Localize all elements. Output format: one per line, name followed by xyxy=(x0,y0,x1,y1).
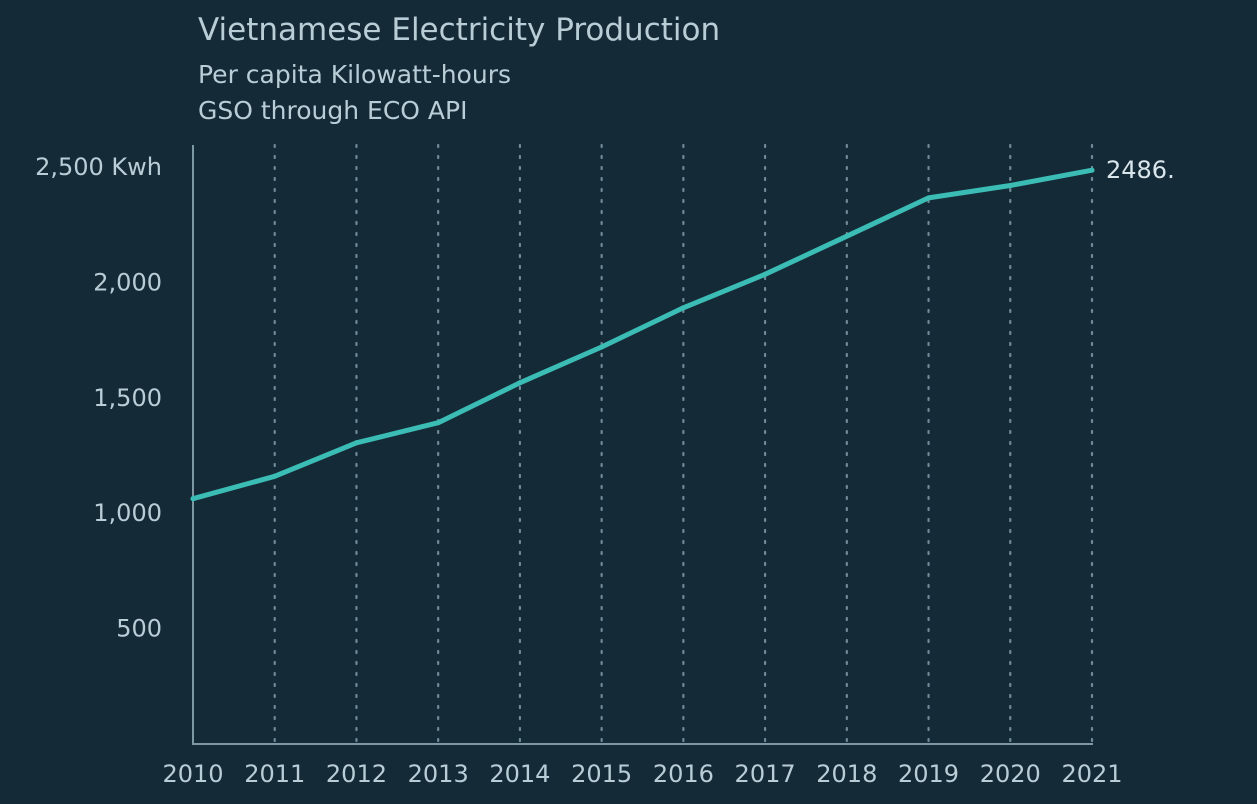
axes xyxy=(192,145,1093,745)
vertical-grid xyxy=(273,143,1094,746)
x-tick-label: 2015 xyxy=(571,760,632,788)
data-point-2013 xyxy=(435,420,441,426)
x-tick-label: 2013 xyxy=(408,760,469,788)
data-point-2017 xyxy=(762,271,768,277)
end-value-label: 2486. xyxy=(1106,156,1175,184)
data-point-2015 xyxy=(599,344,605,350)
data-point-2018 xyxy=(844,233,850,239)
chart-source: GSO through ECO API xyxy=(198,96,468,125)
data-point-2011 xyxy=(272,473,278,479)
data-point-2010 xyxy=(190,496,196,502)
x-tick-label: 2020 xyxy=(980,760,1041,788)
x-tick-label: 2019 xyxy=(898,760,959,788)
data-point-2019 xyxy=(926,195,932,201)
y-tick-label: 2,000 xyxy=(93,268,162,296)
annotation-layer: 2486. xyxy=(1106,156,1175,184)
x-tick-label: 2014 xyxy=(489,760,550,788)
x-tick-label: 2010 xyxy=(162,760,223,788)
y-tick-labels: 500 1,000 1,500 2,000 2,500 Kwh xyxy=(35,153,162,643)
x-tick-label: 2018 xyxy=(816,760,877,788)
x-tick-label: 2021 xyxy=(1061,760,1122,788)
chart-subtitle: Per capita Kilowatt-hours xyxy=(198,60,512,89)
x-tick-label: 2016 xyxy=(653,760,714,788)
x-tick-label: 2012 xyxy=(326,760,387,788)
y-tick-label: 500 xyxy=(116,615,162,643)
y-tick-label: 2,500 Kwh xyxy=(35,153,162,181)
x-tick-label: 2011 xyxy=(244,760,305,788)
chart-title: Vietnamese Electricity Production xyxy=(198,12,721,48)
data-point-2014 xyxy=(517,380,523,386)
data-point-2016 xyxy=(680,305,686,311)
data-point-2020 xyxy=(1007,182,1013,188)
data-point-2012 xyxy=(353,440,359,446)
x-tick-label: 2017 xyxy=(735,760,796,788)
series-line xyxy=(190,167,1095,502)
x-tick-labels: 2010 2011 2012 2013 2014 2015 2016 2017 2018 2019… xyxy=(162,760,1122,788)
data-point-2021 xyxy=(1089,167,1095,173)
series-layer xyxy=(190,167,1095,502)
y-tick-label: 1,500 xyxy=(93,384,162,412)
y-tick-label: 1,000 xyxy=(93,499,162,527)
